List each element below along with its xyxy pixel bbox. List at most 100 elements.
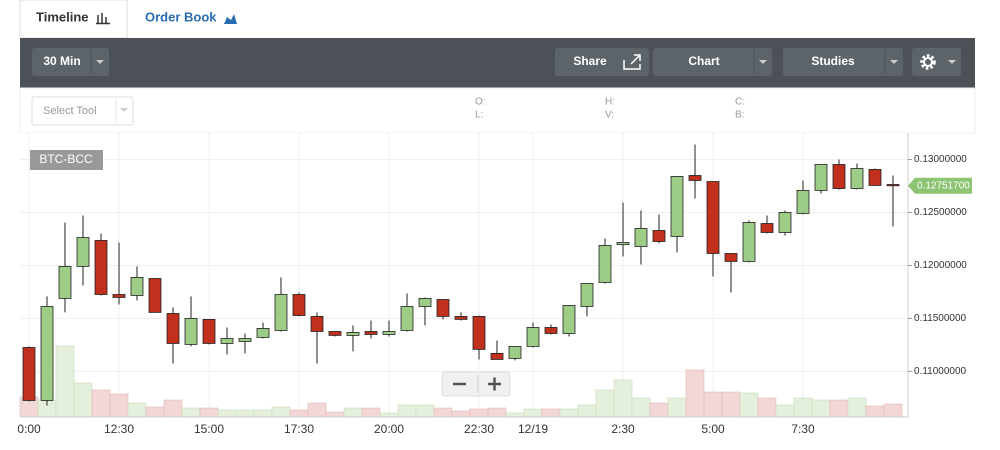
volume-bar: [217, 409, 237, 418]
x-tick-label: 5:00: [701, 422, 725, 436]
volume-bar: [145, 406, 165, 418]
candle-body: [454, 316, 468, 320]
volume-bar: [505, 412, 525, 418]
candle-body: [238, 338, 252, 342]
candle-body: [742, 222, 756, 262]
caret: [948, 60, 956, 64]
ohlc-field: B:: [735, 110, 744, 121]
volume-bar: [361, 407, 381, 418]
tool-row: [19, 87, 976, 134]
caret: [120, 108, 128, 112]
candle-body: [274, 294, 288, 331]
volume-bar: [307, 402, 327, 418]
candle-body: [850, 168, 864, 189]
volume-bar: [703, 391, 723, 418]
candle-body: [346, 332, 360, 336]
volume-bar: [631, 397, 651, 418]
symbol-label: BTC-BCC: [39, 152, 93, 166]
tab-timeline[interactable]: [19, 0, 128, 39]
interval-button[interactable]: [32, 48, 109, 76]
candle-body: [148, 278, 162, 313]
settings-button[interactable]: [912, 48, 961, 76]
button-label[interactable]: Studies: [811, 54, 855, 68]
ohlc-field: H:: [605, 97, 615, 108]
candle-body: [724, 253, 738, 262]
x-tick-label: 15:00: [194, 422, 224, 436]
volume-bar: [127, 402, 147, 418]
tool-select-label[interactable]: Select Tool: [43, 105, 97, 117]
zoom-control[interactable]: [441, 371, 511, 397]
candle-body: [688, 175, 702, 181]
volume-bar: [847, 397, 867, 418]
tool-select[interactable]: [31, 96, 134, 126]
candle-body: [814, 164, 828, 191]
volume-bar: [523, 408, 543, 418]
candle-body: [130, 277, 144, 296]
area-icon: [224, 14, 237, 24]
y-tick-label: 0.12500000: [914, 207, 967, 218]
volume-bar: [865, 405, 885, 418]
symbol-box: [30, 150, 103, 170]
candle-body: [508, 346, 522, 359]
volume-bar: [739, 392, 759, 418]
volume-bar: [811, 399, 831, 418]
x-tick-label: 12:30: [104, 422, 134, 436]
caret: [890, 60, 898, 64]
candle-body: [40, 306, 54, 401]
candle-body: [256, 328, 270, 338]
y-tick-label: 0.11000000: [914, 366, 967, 377]
volume-bar: [343, 407, 363, 418]
candle-body: [400, 306, 414, 331]
chart-button[interactable]: [653, 48, 772, 76]
ohlc-field: C:: [735, 97, 745, 108]
volume-bar: [109, 393, 129, 418]
button-label[interactable]: 30 Min: [43, 54, 80, 68]
x-tick-label: 2:30: [611, 422, 635, 436]
candle-body: [868, 169, 882, 186]
volume-bar: [757, 397, 777, 418]
tab-label[interactable]: Timeline: [36, 9, 89, 24]
chart: 0:00 12:30 15:00 17:30 20:00 22:30 12/19 2:30 5:…: [17, 133, 972, 436]
bar-icon: [96, 13, 110, 25]
gear-icon: [920, 54, 936, 70]
volume-bar: [667, 397, 687, 418]
studies-button[interactable]: [783, 48, 903, 76]
candle-body: [598, 245, 612, 283]
candle-body: [112, 294, 126, 298]
volume-bar: [199, 407, 219, 418]
volume-bar: [163, 399, 183, 418]
volume-bar: [451, 410, 471, 418]
volume-bar: [685, 369, 705, 418]
volume-bar: [415, 404, 435, 418]
candle-body: [796, 190, 810, 214]
volume-bar: [325, 411, 345, 418]
candle-body: [94, 240, 108, 295]
tab-label[interactable]: Order Book: [145, 9, 217, 24]
volume-bar: [577, 404, 597, 418]
volume-bar: [487, 407, 507, 418]
candle-body: [778, 212, 792, 233]
volume-bar: [613, 379, 633, 418]
ohlc-field: V:: [605, 110, 614, 121]
candle-body: [22, 347, 36, 401]
volume-bar: [235, 409, 255, 418]
candle-body: [670, 176, 684, 237]
candle-body: [58, 266, 72, 299]
last-price-label: 0.12751700: [917, 180, 970, 191]
zoom-in[interactable]: [488, 377, 501, 391]
volume-bar: [883, 403, 903, 418]
candle-body: [364, 331, 378, 335]
button-label[interactable]: Share: [573, 54, 607, 68]
y-tick-label: 0.13000000: [914, 154, 967, 165]
candle-body: [616, 242, 630, 245]
candle-body: [76, 237, 90, 267]
volume-bar: [379, 412, 399, 418]
candle-body: [418, 298, 432, 307]
button-label[interactable]: Chart: [688, 54, 719, 68]
volume-bar: [595, 389, 615, 418]
candle-body: [526, 327, 540, 347]
volume-bar: [253, 409, 273, 418]
candle-body: [832, 164, 846, 189]
volume-bar: [775, 404, 795, 418]
volume-bar: [469, 408, 489, 418]
